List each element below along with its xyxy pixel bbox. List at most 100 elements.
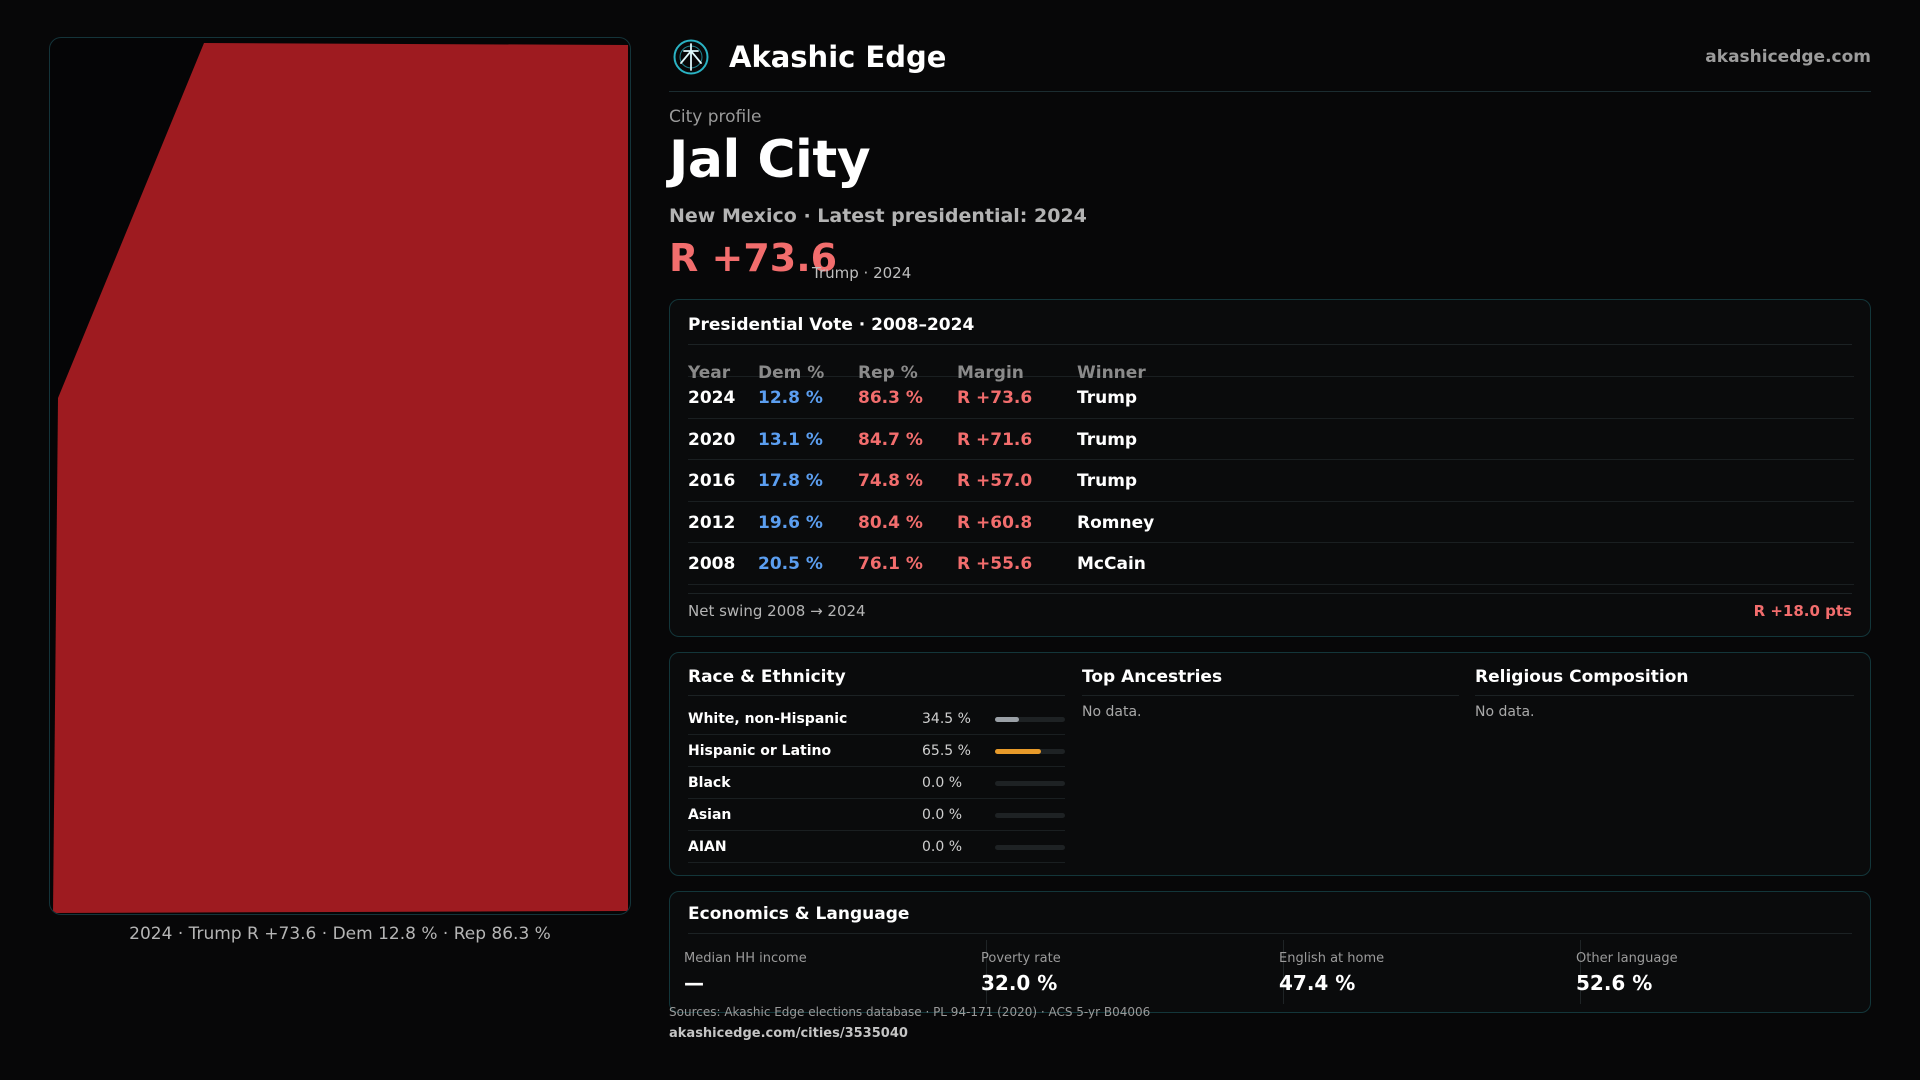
ancestries-empty: No data. xyxy=(1082,704,1142,720)
table-row: 2020 13.1 % 84.7 % R +71.6 Trump xyxy=(688,419,1854,460)
race-bar-track xyxy=(995,781,1065,786)
page-eyebrow: City profile xyxy=(669,107,762,127)
akashic-logo-icon[interactable] xyxy=(672,38,710,76)
economics-card: Economics & Language Median HH income — … xyxy=(669,891,1871,1013)
column-header-margin: Margin xyxy=(957,363,1024,383)
divider xyxy=(688,695,1065,696)
race-label: White, non-Hispanic xyxy=(688,711,848,727)
net-swing-label: Net swing 2008 → 2024 xyxy=(688,602,866,620)
winner-cell: Romney xyxy=(1077,512,1155,533)
divider xyxy=(1082,695,1459,696)
brand-name[interactable]: Akashic Edge xyxy=(729,40,947,74)
race-label: AIAN xyxy=(688,839,727,855)
margin-cell: R +71.6 xyxy=(957,429,1033,450)
column-header-dem: Dem % xyxy=(758,363,825,383)
rep-cell: 84.7 % xyxy=(858,429,923,450)
winner-cell: Trump xyxy=(1077,471,1138,491)
race-row: Asian 0.0 % xyxy=(688,799,1065,831)
margin-cell: R +55.6 xyxy=(957,554,1033,574)
year-cell: 2008 xyxy=(688,554,736,574)
site-url-link[interactable]: akashicedge.com xyxy=(1705,47,1871,67)
race-row: White, non-Hispanic 34.5 % xyxy=(688,703,1065,735)
race-percent: 65.5 % xyxy=(922,743,971,759)
header: Akashic Edge akashicedge.com xyxy=(669,36,1871,92)
table-header-row: Year Dem % Rep % Margin Winner xyxy=(688,352,1854,383)
page-url-link[interactable]: akashicedge.com/cities/3535040 xyxy=(669,1026,908,1041)
page-subtitle: New Mexico · Latest presidential: 2024 xyxy=(669,205,1087,227)
stat-median-income: Median HH income — xyxy=(670,940,966,1004)
stat-label: Median HH income xyxy=(684,951,807,966)
margin-cell: R +57.0 xyxy=(957,471,1033,491)
presidential-vote-card: Presidential Vote · 2008–2024 Year Dem %… xyxy=(669,299,1871,637)
religion-title: Religious Composition xyxy=(1475,667,1689,687)
margin-cell: R +60.8 xyxy=(957,512,1033,533)
race-percent: 34.5 % xyxy=(922,711,971,727)
ancestries-title: Top Ancestries xyxy=(1082,667,1223,687)
dem-cell: 20.5 % xyxy=(758,554,823,574)
race-bar-track xyxy=(995,813,1065,818)
race-label: Hispanic or Latino xyxy=(688,743,832,759)
divider xyxy=(688,344,1852,345)
divider xyxy=(1475,695,1854,696)
stat-label: Poverty rate xyxy=(981,951,1061,966)
year-cell: 2024 xyxy=(688,388,736,408)
dem-cell: 12.8 % xyxy=(758,388,823,408)
race-percent: 0.0 % xyxy=(922,839,963,855)
net-swing-value: R +18.0 pts xyxy=(1753,602,1852,620)
race-percent: 0.0 % xyxy=(922,775,963,791)
table-row: 2024 12.8 % 86.3 % R +73.6 Trump xyxy=(688,377,1854,419)
dem-cell: 17.8 % xyxy=(758,471,823,491)
economics-title: Economics & Language xyxy=(688,904,910,924)
sources-note: Sources: Akashic Edge elections database… xyxy=(669,1005,1151,1019)
latest-margin: R +73.6 xyxy=(669,236,838,280)
presidential-vote-table: Year Dem % Rep % Margin Winner 2024 12.8… xyxy=(688,352,1854,585)
divider xyxy=(688,933,1852,934)
stat-value: 32.0 % xyxy=(981,971,1058,995)
stat-english-at-home: English at home 47.4 % xyxy=(1265,940,1561,1004)
stat-poverty-rate: Poverty rate 32.0 % xyxy=(967,940,1263,1004)
stat-other-language: Other language 52.6 % xyxy=(1562,940,1858,1004)
divider xyxy=(1580,940,1581,1004)
dem-cell: 19.6 % xyxy=(758,512,823,533)
city-boundary-shape xyxy=(53,43,628,913)
rep-cell: 74.8 % xyxy=(858,471,923,491)
race-bar-track xyxy=(995,845,1065,850)
race-row: Black 0.0 % xyxy=(688,767,1065,799)
presidential-vote-title: Presidential Vote · 2008–2024 xyxy=(688,315,975,335)
winner-cell: McCain xyxy=(1077,554,1146,574)
year-cell: 2016 xyxy=(688,471,736,491)
year-cell: 2012 xyxy=(688,512,736,533)
latest-margin-detail: Trump · 2024 xyxy=(812,264,912,282)
stat-value: — xyxy=(684,971,704,995)
divider xyxy=(986,940,987,1004)
religion-empty: No data. xyxy=(1475,704,1535,720)
table-row: 2012 19.6 % 80.4 % R +60.8 Romney xyxy=(688,502,1854,543)
race-ethnicity-title: Race & Ethnicity xyxy=(688,667,846,687)
divider xyxy=(688,593,1852,594)
rep-cell: 80.4 % xyxy=(858,512,923,533)
stat-value: 52.6 % xyxy=(1576,971,1653,995)
demographics-card: Race & Ethnicity White, non-Hispanic 34.… xyxy=(669,652,1871,876)
margin-cell: R +73.6 xyxy=(957,388,1033,408)
column-header-winner: Winner xyxy=(1077,363,1146,383)
race-bar-fill xyxy=(995,749,1041,754)
year-cell: 2020 xyxy=(688,429,736,450)
stat-value: 47.4 % xyxy=(1279,971,1356,995)
winner-cell: Trump xyxy=(1077,388,1138,408)
race-bar-fill xyxy=(995,717,1020,722)
race-label: Black xyxy=(688,775,731,791)
city-boundary-map xyxy=(53,43,628,913)
city-map[interactable] xyxy=(49,37,631,915)
race-row: Hispanic or Latino 65.5 % xyxy=(688,735,1065,767)
dem-cell: 13.1 % xyxy=(758,429,823,450)
table-row: 2008 20.5 % 76.1 % R +55.6 McCain xyxy=(688,543,1854,585)
race-bar-track xyxy=(995,717,1065,722)
page-title: Jal City xyxy=(669,130,871,190)
rep-cell: 76.1 % xyxy=(858,554,923,574)
column-header-year: Year xyxy=(688,363,731,383)
race-row: AIAN 0.0 % xyxy=(688,831,1065,863)
winner-cell: Trump xyxy=(1077,429,1138,450)
column-header-rep: Rep % xyxy=(858,363,918,383)
race-label: Asian xyxy=(688,807,732,823)
stat-label: Other language xyxy=(1576,951,1678,966)
